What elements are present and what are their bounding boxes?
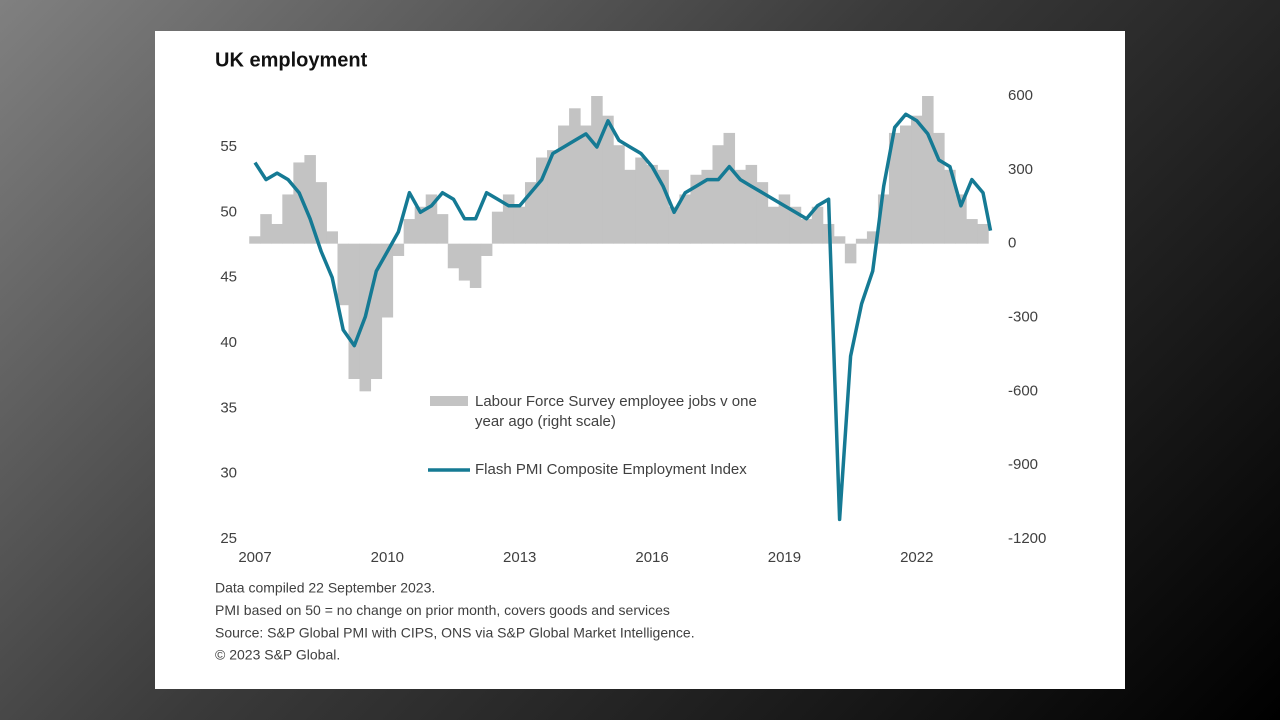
bar: [944, 169, 956, 244]
bar: [436, 214, 449, 244]
bar: [977, 223, 989, 244]
line: [253, 112, 993, 522]
bar: [558, 125, 570, 244]
bar: [866, 231, 879, 244]
bar: [911, 115, 923, 244]
bar: [701, 169, 713, 244]
bar: [282, 194, 294, 244]
bar: [646, 164, 658, 244]
y2-tick-label: 0: [1008, 235, 1016, 252]
bar: [657, 169, 669, 244]
bar: [955, 194, 967, 244]
bar: [712, 145, 725, 244]
bar: [833, 236, 846, 244]
bar: [458, 243, 471, 281]
bar: [933, 132, 945, 244]
y2-tick-label: -600: [1008, 382, 1038, 399]
bar: [326, 231, 338, 244]
y-tick-label: 55: [220, 138, 237, 155]
bar: [260, 214, 272, 244]
bar: [723, 132, 736, 244]
x-tick-label: 2007: [238, 549, 271, 566]
y-tick-label: 50: [220, 203, 237, 220]
bar: [348, 243, 361, 380]
slide-panel: [155, 31, 1125, 689]
x-tick-label: 2022: [900, 549, 933, 566]
y-tick-label: 30: [220, 465, 237, 482]
bar: [480, 243, 493, 256]
legend-swatch: [430, 396, 468, 406]
bar: [668, 206, 680, 244]
bar: [899, 125, 912, 244]
bar: [381, 243, 394, 318]
bar: [536, 157, 548, 244]
legend-label: Labour Force Survey employee jobs v one …: [475, 393, 757, 430]
bar: [293, 162, 305, 244]
x-tick-label: 2019: [768, 549, 801, 566]
bar: [756, 182, 769, 244]
bar: [690, 174, 702, 244]
bar: [502, 194, 515, 244]
bar: [337, 243, 350, 306]
bar: [624, 169, 636, 244]
bar: [370, 243, 383, 380]
bar: [734, 169, 747, 244]
bar: [767, 206, 780, 244]
x-tick-label: 2013: [503, 549, 536, 566]
bar: [249, 236, 261, 244]
bar: [745, 164, 758, 244]
bar: [304, 155, 316, 244]
bar: [602, 115, 614, 244]
bar: [591, 96, 603, 244]
bar: [447, 243, 460, 269]
footnote: PMI based on 50 = no change on prior mon…: [215, 602, 670, 618]
footnote: Source: S&P Global PMI with CIPS, ONS vi…: [215, 624, 695, 640]
bar: [580, 125, 592, 244]
bar: [469, 243, 482, 288]
bar: [789, 206, 802, 244]
x-tick-label: 2010: [371, 549, 404, 566]
bar: [811, 206, 824, 244]
bar: [778, 194, 791, 244]
bar: [414, 206, 427, 244]
bar: [922, 96, 934, 244]
bar: [392, 243, 405, 256]
footnote: Data compiled 22 September 2023.: [215, 580, 435, 596]
y2-tick-label: -900: [1008, 456, 1038, 473]
bar: [271, 223, 283, 244]
bar: [491, 211, 504, 244]
bar: [877, 194, 890, 244]
bar: [403, 219, 416, 244]
bar: [800, 219, 813, 244]
y-tick-label: 25: [220, 530, 237, 547]
y2-tick-label: 600: [1008, 87, 1033, 104]
y-tick-label: 45: [220, 269, 237, 286]
bar: [844, 243, 857, 264]
bar: [888, 132, 901, 244]
bar: [635, 157, 647, 244]
bar: [513, 206, 526, 244]
chart-title: UK employment: [215, 49, 368, 71]
bar: [569, 108, 581, 244]
y2-tick-label: -300: [1008, 308, 1038, 325]
y2-tick-label: -1200: [1008, 530, 1046, 547]
bar: [679, 194, 691, 244]
bar: [524, 182, 537, 244]
y2-tick-label: 300: [1008, 161, 1033, 178]
bar: [855, 238, 868, 244]
bar: [315, 182, 327, 244]
bar: [966, 219, 978, 244]
y-tick-label: 35: [220, 399, 237, 416]
footnote: © 2023 S&P Global.: [215, 647, 340, 663]
bar: [425, 194, 438, 244]
x-tick-label: 2016: [635, 549, 668, 566]
legend-label: Flash PMI Composite Employment Index: [475, 461, 747, 478]
bar: [613, 145, 625, 244]
bar: [547, 150, 559, 244]
y-tick-label: 40: [220, 334, 237, 351]
